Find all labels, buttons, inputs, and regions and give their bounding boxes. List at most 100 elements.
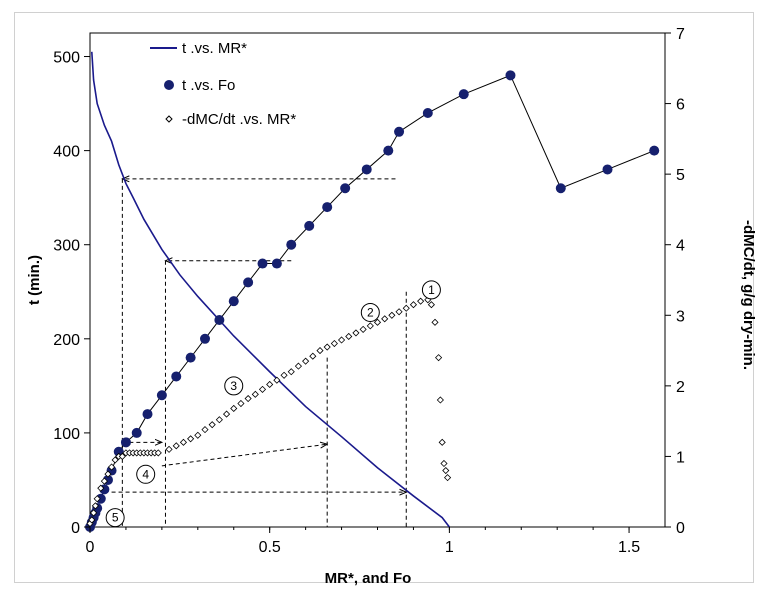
data-point [287,368,295,376]
data-point [366,322,374,330]
data-point [200,333,210,344]
annotation-circle [224,376,244,396]
y-left-tick-label: 300 [53,238,80,255]
data-point [345,332,353,341]
data-point [381,315,389,323]
data-point [90,509,98,517]
y-left-tick-label: 100 [53,426,80,443]
data-point [214,314,225,325]
data-point [444,474,452,482]
y-axis-left: 0 100 200 300 400 500 [53,50,90,537]
legend-label-2: t .vs. Fo [182,77,235,94]
data-point [359,325,367,333]
data-point [111,456,119,464]
data-point [323,343,331,351]
data-point [243,277,254,288]
data-point [294,362,303,370]
data-point [505,70,516,81]
data-point [352,329,360,337]
data-point [230,404,238,413]
data-point [435,354,443,362]
data-point [88,516,96,524]
data-point [100,477,108,485]
y-right-tick-label: 0 [676,520,685,537]
data-point [201,426,209,434]
y-left-tick-label: 500 [53,50,80,67]
data-point [458,89,469,100]
chart-border [14,12,754,583]
x-tick-label: 0 [86,539,95,556]
y-right-tick-label: 3 [676,308,685,325]
data-point [304,220,315,231]
data-point [322,202,333,213]
data-point [388,311,396,319]
y-axis-left-title: t (min.) [26,255,43,305]
legend-diamond-marker [165,115,173,123]
data-point [649,145,660,156]
data-point [422,107,433,118]
data-point [402,304,410,312]
annotation-label: 3 [230,379,237,393]
data-point [120,437,131,448]
data-point [257,258,268,269]
data-point [142,409,153,420]
data-point [156,390,167,401]
y-axis-right: 0 1 2 3 4 5 6 7 [665,26,685,537]
annotation-circle [136,464,156,484]
data-point [93,495,101,503]
annotation-label: 2 [367,305,374,319]
series-line [90,51,451,528]
y-left-tick-label: 0 [71,520,80,537]
data-point [165,445,173,453]
y-left-tick-label: 400 [53,144,80,161]
data-point [383,145,394,156]
data-point [228,296,239,307]
series-dmc-dt [86,296,452,528]
data-point [602,164,613,175]
data-point [172,442,180,450]
data-point [215,416,223,424]
data-point [104,470,112,478]
data-point [222,410,231,418]
data-point [107,463,116,471]
data-point [417,297,425,305]
data-point [171,371,182,382]
data-point [309,352,317,360]
y-axis-right-title: -dMC/dt, g/g dry-min. [740,220,757,370]
data-point [373,318,382,326]
data-point [194,431,202,439]
data-point [187,435,195,443]
y-right-tick-label: 5 [676,167,685,184]
x-tick-label: 1 [445,539,454,556]
y-right-tick-label: 7 [676,26,685,43]
data-point [244,394,252,403]
data-point [258,385,267,393]
x-tick-label: 1.5 [618,539,640,556]
annotation-circle [421,280,441,300]
data-point [440,459,448,468]
data-point [286,239,297,250]
data-point [271,258,282,269]
x-axis: 0 0.5 1 1.5 [86,527,640,556]
data-point [340,183,351,194]
y-right-tick-label: 1 [676,449,685,466]
data-point [394,126,405,137]
data-point [427,301,435,309]
annotation-label: 4 [142,467,149,481]
data-point [330,339,338,348]
data-point [118,452,126,460]
y-right-tick-label: 6 [676,97,685,114]
legend-label-1: t .vs. MR* [182,40,247,57]
x-axis-title: MR*, and Fo [325,570,412,587]
x-tick-label: 0.5 [259,539,281,556]
data-point [361,164,372,175]
legend-label-3: -dMC/dt .vs. MR* [182,111,296,128]
annotation-label: 1 [428,283,435,297]
data-point [436,396,444,404]
annotation-circle [360,302,380,322]
data-point [273,376,281,384]
series-t-vs-mr [90,51,451,528]
y-left-tick-label: 200 [53,332,80,349]
data-point [179,438,188,446]
data-point [280,371,288,379]
